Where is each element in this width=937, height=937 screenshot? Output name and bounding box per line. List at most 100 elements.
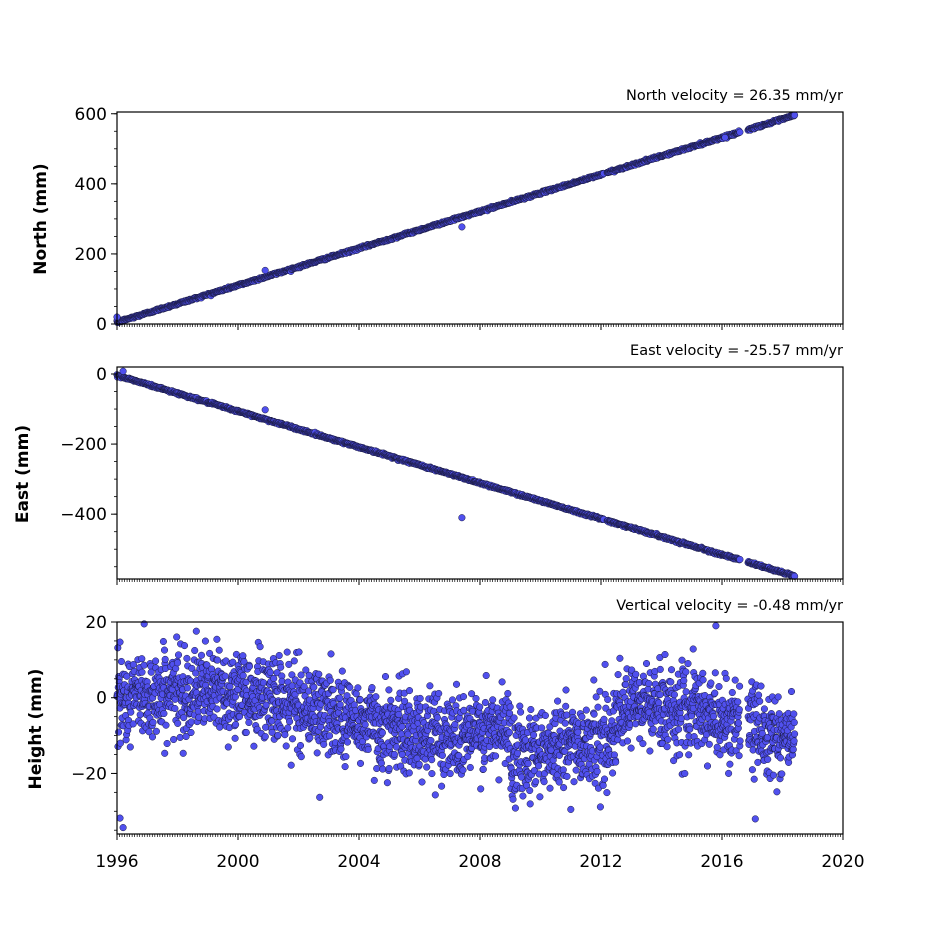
data-point (259, 679, 268, 687)
east-axis-label: East (mm) (13, 425, 33, 523)
data-point (356, 696, 364, 704)
data-point (296, 741, 305, 750)
data-point (416, 694, 424, 702)
data-point (405, 769, 413, 777)
data-point (215, 646, 223, 654)
data-point (148, 733, 157, 741)
data-point (354, 684, 362, 692)
data-point (446, 770, 454, 778)
data-point (329, 686, 337, 694)
data-point (174, 651, 183, 659)
data-point (140, 661, 148, 669)
data-point (283, 648, 291, 656)
data-point (736, 128, 744, 136)
data-point (315, 670, 323, 678)
data-point (435, 689, 443, 698)
east-scatter-points (113, 367, 799, 580)
data-point (115, 728, 123, 736)
data-point (524, 759, 532, 768)
data-point (341, 763, 349, 771)
east-x-ticks (116, 579, 844, 585)
data-point (274, 731, 282, 739)
data-point (160, 709, 168, 718)
data-point (372, 693, 380, 701)
data-point (183, 654, 191, 662)
data-point (197, 651, 206, 659)
data-point (438, 751, 446, 759)
data-point (370, 776, 378, 784)
data-point (428, 770, 436, 778)
data-point (245, 718, 253, 727)
data-point (174, 719, 182, 727)
data-point (337, 745, 345, 753)
data-point (173, 633, 181, 641)
data-point (290, 657, 298, 665)
y-tick-label: −400 (60, 505, 107, 525)
y-tick-label: 600 (75, 105, 107, 125)
data-point (286, 718, 294, 726)
data-point (159, 637, 167, 646)
data-point (213, 705, 221, 713)
data-point (187, 728, 195, 737)
data-point (180, 642, 189, 650)
data-point (356, 759, 365, 767)
north-axis-label: North (mm) (31, 163, 51, 274)
data-point (489, 696, 497, 704)
data-point (161, 749, 169, 757)
data-point (431, 791, 439, 799)
data-point (495, 776, 503, 784)
data-point (242, 728, 250, 737)
data-point (183, 684, 191, 692)
outlier-point (458, 223, 466, 231)
outlier-point (261, 266, 269, 274)
data-point (513, 749, 522, 757)
data-point (213, 656, 221, 664)
data-point (170, 735, 178, 744)
vertical-velocity-title: Vertical velocity = -0.48 mm/yr (616, 598, 843, 614)
data-point (277, 663, 285, 671)
data-point (232, 721, 240, 729)
data-point (245, 662, 253, 671)
y-tick-label: −200 (60, 435, 107, 455)
data-point (117, 657, 125, 666)
data-point (192, 627, 200, 635)
data-point (306, 734, 314, 742)
east-y-ticks: 0 −200 −400 (60, 365, 117, 568)
data-point (428, 756, 436, 764)
data-point (387, 696, 395, 704)
data-point (415, 760, 423, 768)
data-point (385, 764, 393, 773)
data-point (498, 678, 506, 686)
data-point (516, 702, 524, 710)
data-point (385, 686, 393, 694)
data-point (476, 703, 484, 711)
outlier-point (261, 406, 269, 414)
data-point (377, 759, 385, 767)
data-point (477, 785, 485, 793)
data-point (278, 677, 286, 685)
north-x-ticks (116, 324, 844, 330)
data-point (510, 714, 518, 722)
data-point (505, 728, 513, 736)
data-point (116, 739, 124, 747)
data-point (343, 738, 352, 746)
data-point (426, 682, 434, 690)
data-point (152, 657, 160, 665)
north-velocity-title: North velocity = 26.35 mm/yr (626, 88, 843, 104)
data-point (506, 703, 514, 711)
data-point (275, 651, 283, 660)
data-point (187, 718, 195, 726)
data-point (452, 680, 461, 688)
east-plot-frame (116, 366, 844, 580)
data-point (320, 740, 328, 748)
data-point (525, 714, 534, 722)
data-point (383, 779, 391, 787)
data-point (459, 693, 468, 701)
data-point (160, 646, 169, 654)
data-point (282, 742, 290, 750)
data-point (171, 704, 179, 713)
data-point (336, 701, 344, 709)
data-point (433, 714, 441, 722)
y-tick-label: 0 (96, 315, 107, 335)
